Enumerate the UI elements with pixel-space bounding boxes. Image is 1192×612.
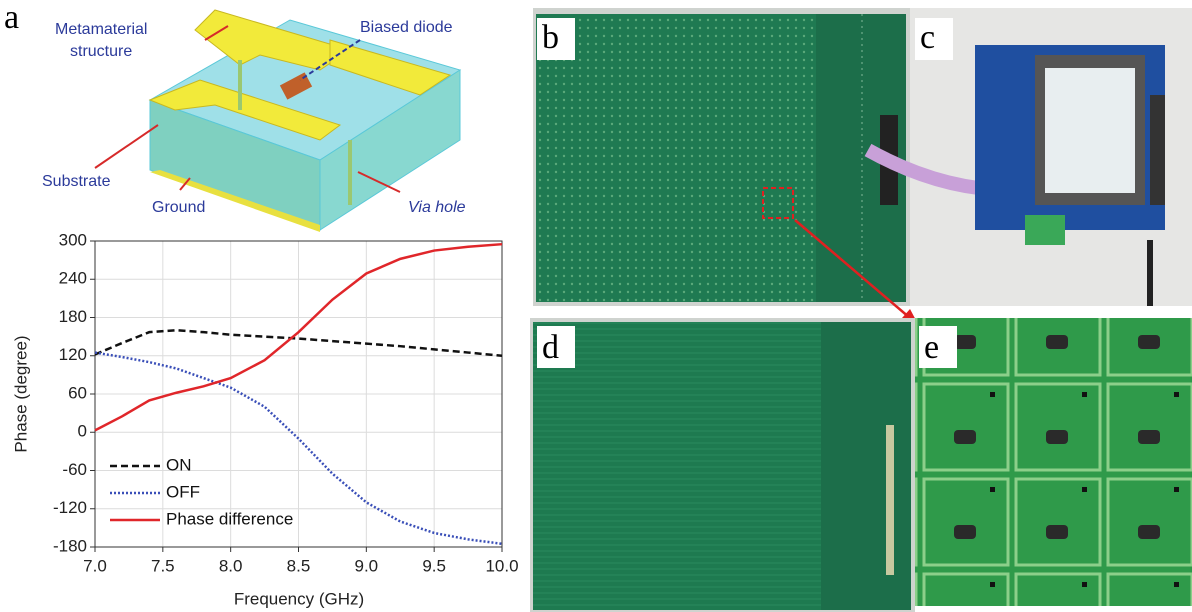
diagram-label: Substrate — [42, 173, 111, 190]
panel-label-box — [915, 18, 953, 60]
photo-d — [530, 318, 915, 612]
diagram-label: Via hole — [408, 199, 466, 216]
y-tick-label: 60 — [68, 383, 87, 402]
plot-frame — [94, 240, 503, 548]
panel-label: a — [4, 0, 19, 36]
photo-e — [915, 318, 1192, 606]
y-tick-label: -60 — [62, 460, 87, 479]
line-series — [94, 328, 503, 357]
legend-label: OFF — [166, 482, 200, 501]
panel-label: c — [920, 19, 935, 56]
panel-label: d — [542, 329, 559, 366]
y-tick-label: 120 — [59, 345, 87, 364]
x-tick-label: 9.5 — [422, 556, 446, 575]
diagram-label: Metamaterial — [55, 21, 147, 38]
schematic — [94, 9, 462, 232]
chart: -180 -120 -60 0 60 120 180 240 300 7.0 7.5 8.0 8.5 9.… — [53, 230, 519, 575]
panel-label: b — [542, 19, 559, 56]
y-tick-label: -120 — [53, 498, 87, 517]
legend-label: ON — [166, 455, 192, 474]
diagram-label: Biased diode — [360, 19, 453, 36]
panel-label: e — [924, 329, 939, 366]
diagram-label: structure — [70, 43, 132, 60]
y-tick-label: 0 — [78, 422, 87, 441]
y-tick-label: 300 — [59, 230, 87, 249]
x-axis-label: Frequency (GHz) — [234, 589, 364, 608]
x-tick-label: 8.5 — [287, 556, 311, 575]
y-tick-label: -180 — [53, 536, 87, 555]
panel-label-box — [919, 326, 957, 368]
x-tick-label: 7.5 — [151, 556, 175, 575]
x-tick-label: 9.0 — [355, 556, 379, 575]
photo-b — [533, 8, 918, 324]
diagram-label: Ground — [152, 199, 205, 216]
line-series — [94, 242, 503, 432]
y-tick-label: 180 — [59, 307, 87, 326]
panel-label-box — [537, 18, 575, 60]
x-tick-label: 7.0 — [83, 556, 107, 575]
legend-label: Phase difference — [166, 509, 293, 528]
y-tick-label: 240 — [59, 269, 87, 288]
x-tick-label: 10.0 — [485, 556, 518, 575]
y-axis-label: Phase (degree) — [11, 335, 30, 452]
panel-label-box — [537, 326, 575, 368]
photo-c — [864, 8, 1192, 306]
x-tick-label: 8.0 — [219, 556, 243, 575]
